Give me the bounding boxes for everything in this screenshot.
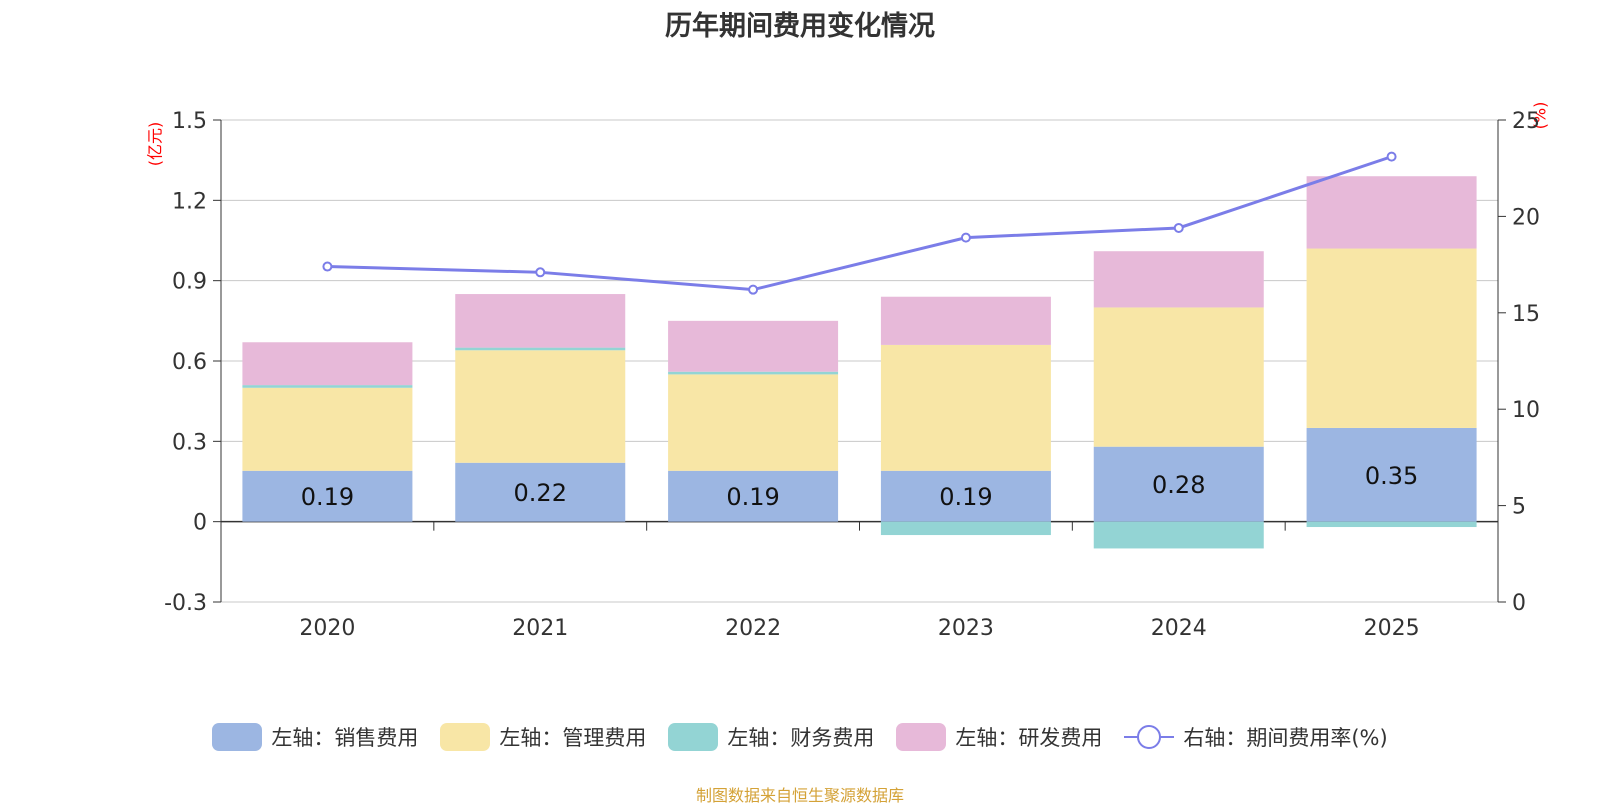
data-label: 0.22: [514, 479, 567, 507]
left-tick-label: 1.2: [172, 189, 207, 214]
right-tick-label: 5: [1512, 495, 1526, 520]
line-point: [748, 284, 759, 295]
data-label: 0.28: [1152, 471, 1205, 499]
right-tick-label: 15: [1512, 302, 1540, 327]
bar-segment: [1306, 427, 1477, 522]
legend-swatch: [668, 723, 719, 751]
legend-label: 左轴：销售费用: [271, 726, 419, 750]
legend-swatch: [896, 723, 947, 751]
line-point: [1386, 151, 1397, 162]
left-tick-label: 0.6: [172, 350, 207, 375]
legend-swatch: [1124, 723, 1175, 751]
bar-segment: [668, 320, 839, 372]
data-label: 0.35: [1365, 462, 1418, 490]
left-tick-label: 1.5: [172, 109, 207, 134]
bar-segment: [455, 462, 626, 522]
line-point: [1173, 222, 1184, 233]
bar-segment: [1093, 446, 1264, 522]
legend-item[interactable]: 右轴：期间费用率(%): [1124, 722, 1388, 752]
right-tick-label: 20: [1512, 205, 1540, 230]
left-tick-label: -0.3: [164, 591, 207, 616]
x-tick-label: 2025: [1364, 616, 1420, 641]
bar-segment: [1093, 521, 1264, 549]
bar-segment: [1093, 307, 1264, 447]
legend-label: 右轴：期间费用率(%): [1183, 726, 1388, 750]
bar-segment: [668, 374, 839, 471]
bar-segment: [880, 521, 1051, 536]
bar-segment: [1093, 251, 1264, 308]
legend-item[interactable]: 左轴：研发费用: [896, 722, 1102, 752]
data-label: 0.19: [726, 483, 779, 511]
legend-swatch: [440, 723, 491, 751]
legend-item[interactable]: 左轴：财务费用: [668, 722, 874, 752]
bar-segment: [455, 294, 626, 348]
bar-segment: [1306, 248, 1477, 428]
x-tick-label: 2021: [512, 616, 568, 641]
x-tick-label: 2020: [299, 616, 355, 641]
line-point: [322, 261, 333, 272]
data-label: 0.19: [301, 483, 354, 511]
bar-segment: [242, 342, 413, 386]
bar-segment: [242, 387, 413, 471]
legend-item[interactable]: 左轴：管理费用: [440, 722, 646, 752]
x-tick-label: 2023: [938, 616, 994, 641]
bar-segment: [880, 470, 1051, 522]
legend-label: 左轴：研发费用: [955, 726, 1103, 750]
bar-segment: [668, 470, 839, 522]
bar-segment: [455, 350, 626, 463]
line-point: [960, 232, 971, 243]
legend-label: 左轴：管理费用: [499, 726, 647, 750]
left-tick-label: 0.3: [172, 430, 207, 455]
bar-segment: [242, 470, 413, 522]
bar-segment: [880, 296, 1051, 345]
x-tick-label: 2022: [725, 616, 781, 641]
expense-ratio-line: [327, 155, 1393, 292]
bar-segment: [455, 347, 626, 351]
line-point: [535, 267, 546, 278]
bar-segment: [1306, 176, 1477, 249]
right-tick-label: 0: [1512, 591, 1526, 616]
right-tick-label: 10: [1512, 398, 1540, 423]
bar-segment: [1306, 521, 1477, 528]
left-tick-label: 0.9: [172, 270, 207, 295]
legend-label: 左轴：财务费用: [727, 726, 875, 750]
data-label: 0.19: [939, 483, 992, 511]
legend-item[interactable]: 左轴：销售费用: [212, 722, 418, 752]
bar-segment: [880, 344, 1051, 471]
left-tick-label: 0: [193, 511, 207, 536]
bar-segment: [242, 385, 413, 388]
x-tick-label: 2024: [1151, 616, 1207, 641]
right-tick-label: 25: [1512, 109, 1540, 134]
chart-legend: 左轴：销售费用 左轴：管理费用 左轴：财务费用 左轴：研发费用 右轴：期间费用率(%): [0, 722, 1600, 752]
bar-segment: [668, 371, 839, 375]
legend-swatch: [212, 723, 263, 751]
source-note: 制图数据来自恒生聚源数据库: [695, 786, 904, 805]
chart-title: 历年期间费用变化情况: [665, 11, 935, 42]
